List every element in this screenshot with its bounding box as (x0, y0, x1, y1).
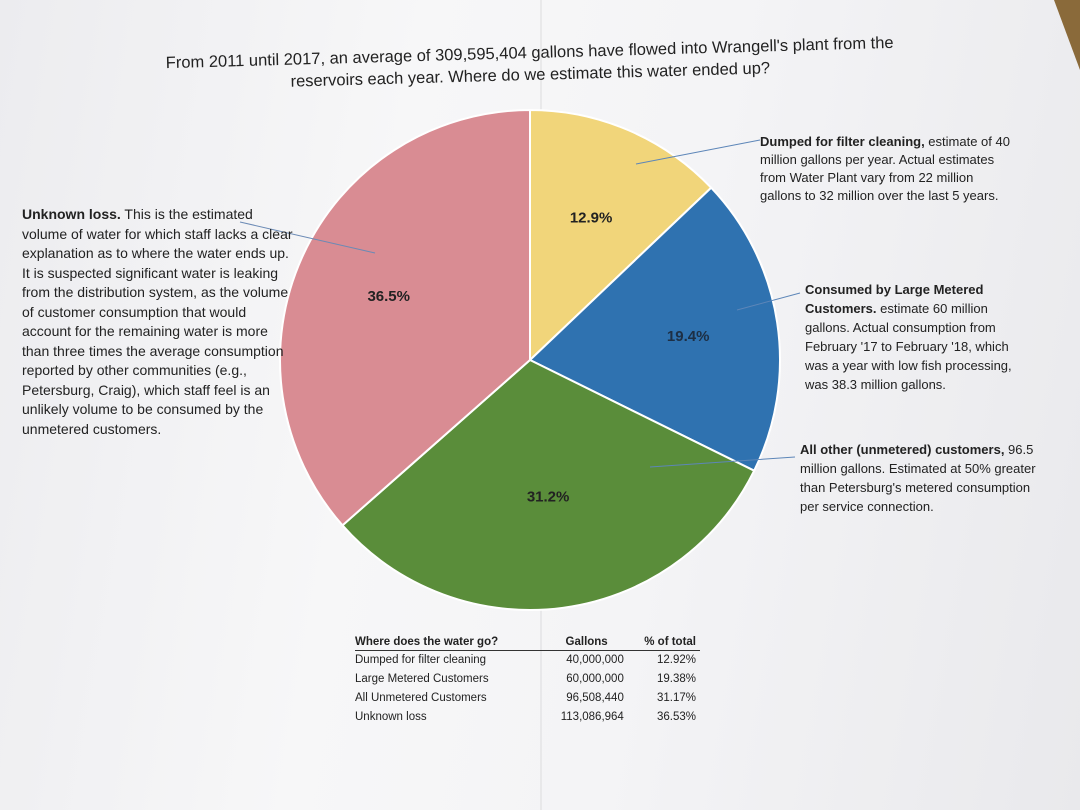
table-cell-destination: All Unmetered Customers (355, 692, 487, 704)
table-header-percent: % of total (644, 636, 696, 648)
annotation-filter-cleaning-text: estimate of 40 million gallons per year.… (760, 134, 1010, 203)
annotation-unknown-loss-heading: Unknown loss. (22, 206, 121, 222)
leader-lines (239, 139, 801, 468)
annotation-unmetered-text: 96.5 million gallons. Estimated at 50% g… (800, 442, 1036, 514)
pie-slice-unmetered (341, 358, 756, 611)
table-row: Large Metered Customers 60,000,000 19.38… (355, 670, 700, 689)
table-cell-gallons: 96,508,440 (566, 692, 624, 704)
pie-slice-metered (528, 186, 781, 473)
table-header-gallons: Gallons (565, 636, 608, 648)
annotation-large-metered-heading: Consumed by Large Metered Customers. (805, 282, 984, 316)
annotation-large-metered: Consumed by Large Metered Customers. est… (805, 280, 1035, 394)
table-surface-corner (1054, 0, 1080, 70)
leader-line-filter (635, 139, 761, 165)
pie-slices (279, 108, 781, 611)
table-cell-gallons: 60,000,000 (566, 673, 624, 685)
annotation-filter-cleaning-heading: Dumped for filter cleaning, (760, 134, 925, 149)
annotation-unmetered-heading: All other (unmetered) customers, (800, 442, 1005, 457)
pie-slice-unknown (279, 108, 531, 527)
table-cell-destination: Large Metered Customers (355, 673, 489, 685)
annotation-unmetered: All other (unmetered) customers, 96.5 mi… (800, 440, 1040, 516)
slice-label-metered: 19.4% (667, 328, 710, 345)
table-cell-percent: 31.17% (656, 692, 696, 704)
table-cell-gallons: 40,000,000 (566, 654, 624, 666)
table-row: Dumped for filter cleaning 40,000,000 12… (355, 651, 700, 670)
slice-labels: 12.9% 19.4% 31.2% 36.5% (367, 210, 709, 506)
slice-label-filter: 12.9% (570, 210, 613, 227)
slice-label-unmetered: 31.2% (527, 488, 570, 505)
table-cell-percent: 36.53% (656, 711, 696, 723)
leader-line-unmetered (649, 456, 796, 468)
table-cell-gallons: 113,086,964 (560, 711, 624, 723)
table-cell-destination: Dumped for filter cleaning (355, 654, 487, 666)
annotation-unknown-loss: Unknown loss. This is the estimated volu… (22, 205, 294, 439)
table-cell-percent: 19.38% (656, 673, 696, 685)
water-table: Where does the water go? Gallons % of to… (355, 636, 700, 727)
table-row: All Unmetered Customers 96,508,440 31.17… (355, 689, 700, 708)
slice-label-unknown: 36.5% (367, 288, 410, 305)
table-cell-destination: Unknown loss (355, 711, 427, 723)
leader-line-unknown (239, 221, 376, 254)
leader-line-metered (736, 292, 801, 311)
annotation-unknown-loss-text: This is the estimated volume of water fo… (22, 206, 293, 437)
table-row: Unknown loss 113,086,964 36.53% (355, 708, 700, 727)
annotation-large-metered-text: estimate 60 million gallons. Actual cons… (805, 301, 1012, 392)
annotation-filter-cleaning: Dumped for filter cleaning, estimate of … (760, 133, 1010, 205)
table-header: Where does the water go? Gallons % of to… (355, 636, 700, 651)
pie-slice-filter (529, 108, 713, 363)
table-cell-percent: 12.92% (656, 654, 696, 666)
table-header-destination: Where does the water go? (355, 636, 499, 648)
